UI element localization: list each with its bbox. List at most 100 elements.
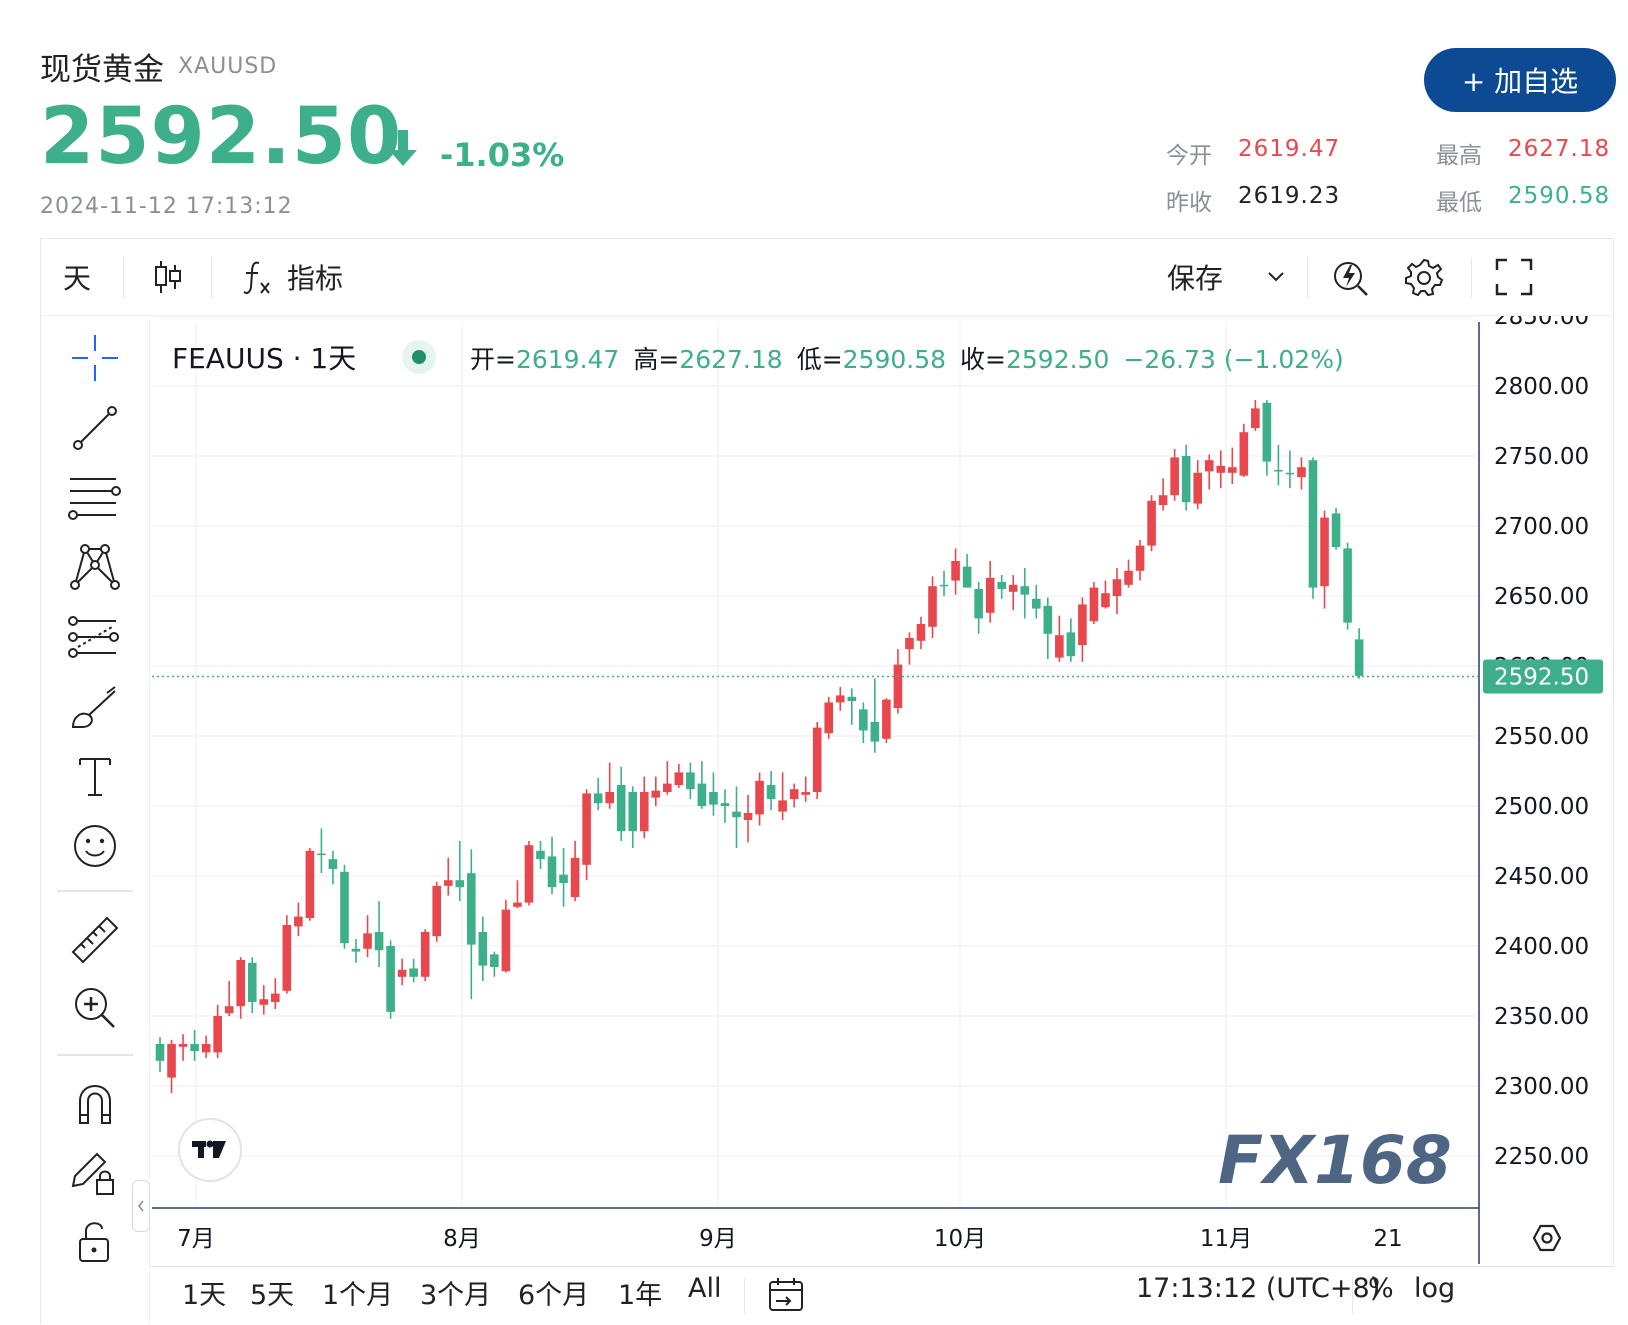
quick-search-button[interactable]	[1331, 239, 1371, 315]
chart-toolbar: 天 指标 保存	[41, 239, 1613, 316]
candle-body	[259, 999, 269, 1005]
candle-body	[755, 780, 764, 815]
high-value: 2627.18	[1508, 136, 1611, 162]
price-tick-label: 2550.00	[1494, 724, 1589, 750]
candle-body	[1147, 500, 1156, 546]
candle-body	[536, 850, 545, 860]
range-5d[interactable]: 5天	[250, 1280, 295, 1311]
candle-body	[1008, 584, 1018, 592]
range-1y[interactable]: 1年	[618, 1280, 663, 1311]
price-tick-label: 2750.00	[1494, 444, 1589, 470]
candle-body	[443, 880, 453, 886]
candle-body	[1181, 456, 1191, 503]
candle-series	[155, 400, 1364, 1093]
candle-body	[582, 793, 591, 865]
magnet-tool[interactable]	[67, 1076, 123, 1132]
chart-type-button[interactable]	[153, 239, 183, 315]
range-all[interactable]: All	[688, 1273, 722, 1304]
range-1d[interactable]: 1天	[182, 1280, 227, 1311]
candles-icon	[155, 261, 181, 293]
crosshair-tool[interactable]	[67, 330, 123, 386]
prev-close-label: 昨收	[1166, 190, 1212, 216]
ruler-icon	[71, 916, 119, 964]
candle-body	[686, 772, 695, 790]
emoji-tool[interactable]	[67, 818, 123, 874]
time-tick-label: 9月	[699, 1226, 737, 1252]
candle-body	[951, 561, 960, 581]
text-icon	[79, 758, 111, 796]
candle-body	[305, 850, 315, 918]
price-tick-label: 2500.00	[1494, 794, 1589, 820]
fib-tool[interactable]	[67, 468, 123, 524]
candle-body	[455, 880, 465, 888]
measure-tool[interactable]	[67, 912, 123, 968]
zoom-tool[interactable]	[67, 980, 123, 1036]
brush-tool[interactable]	[67, 680, 123, 736]
candle-body	[801, 792, 810, 795]
candle-body	[697, 783, 707, 806]
range-6m[interactable]: 6个月	[518, 1280, 590, 1311]
indicators-button[interactable]: 指标	[241, 239, 343, 315]
candle-body	[628, 792, 638, 832]
candle-body	[1170, 457, 1179, 496]
interval-button[interactable]: 天	[63, 262, 92, 295]
price-tick-label: 2300.00	[1494, 1074, 1589, 1100]
save-label: 保存	[1167, 262, 1224, 295]
chart-widget	[40, 238, 1614, 1324]
candle-body	[1320, 517, 1329, 587]
last-price: 2592.50	[40, 92, 403, 182]
pattern-icon	[70, 544, 120, 590]
candle-body	[432, 885, 442, 937]
chevron-down-icon[interactable]	[1267, 271, 1285, 283]
candle-body	[616, 785, 626, 832]
pattern-tool[interactable]	[67, 538, 123, 594]
tradingview-logo[interactable]	[178, 1118, 242, 1182]
prediction-tool[interactable]	[67, 610, 123, 666]
fullscreen-button[interactable]	[1495, 239, 1533, 315]
percent-scale-toggle[interactable]: %	[1368, 1273, 1394, 1304]
candle-body	[478, 932, 488, 966]
save-button[interactable]: 保存	[1167, 239, 1285, 315]
candle-body	[651, 790, 661, 798]
change-percent: -1.03%	[440, 136, 565, 174]
candle-body	[1216, 465, 1226, 473]
candle-body	[363, 933, 372, 949]
log-scale-toggle[interactable]: log	[1414, 1273, 1456, 1304]
candle-body	[939, 584, 949, 587]
candle-body	[513, 902, 522, 907]
candle-body	[870, 722, 880, 742]
candle-body	[905, 638, 914, 650]
candle-body	[1066, 632, 1076, 657]
unlock-tool[interactable]	[67, 1214, 123, 1270]
bottom-toolbar: 1天 5天 1个月 3个月 6个月 1年 All 17:13:12 (UTC+8…	[150, 1266, 1614, 1325]
text-tool[interactable]	[67, 748, 123, 804]
candle-body	[374, 932, 384, 951]
settings-button[interactable]	[1403, 239, 1445, 315]
instrument-name: 现货黄金	[40, 52, 164, 88]
candle-body	[501, 909, 511, 972]
last-price-tag	[1483, 659, 1603, 694]
candle-body	[674, 772, 684, 785]
time-tick-label: 8月	[443, 1226, 481, 1252]
axis-settings-icon[interactable]	[1532, 1224, 1562, 1252]
timezone-clock[interactable]: 17:13:12 (UTC+8)	[1136, 1273, 1381, 1304]
range-3m[interactable]: 3个月	[420, 1280, 492, 1311]
range-1m[interactable]: 1个月	[322, 1280, 394, 1311]
pencil-lock-icon	[71, 1152, 114, 1195]
lock-drawing-tool[interactable]	[67, 1144, 123, 1200]
price-axis: 2850.002800.002750.002700.002650.002600.…	[1494, 304, 1589, 1170]
price-tick-label: 2250.00	[1494, 1144, 1589, 1170]
candle-body	[789, 789, 799, 799]
legend-symbol: FEAUUS · 1天	[172, 342, 356, 375]
collapse-sidebar-handle[interactable]	[132, 1180, 150, 1232]
add-watchlist-button[interactable]: + 加自选	[1424, 48, 1616, 112]
candle-body	[709, 792, 718, 805]
go-to-date-icon[interactable]	[766, 1275, 806, 1315]
trend-line-tool[interactable]	[67, 400, 123, 456]
open-label: 今开	[1166, 143, 1212, 169]
fx168-watermark: FX168	[1218, 1122, 1452, 1199]
market-status-icon	[402, 340, 436, 374]
candle-body	[524, 845, 534, 903]
low-label: 最低	[1436, 190, 1482, 216]
